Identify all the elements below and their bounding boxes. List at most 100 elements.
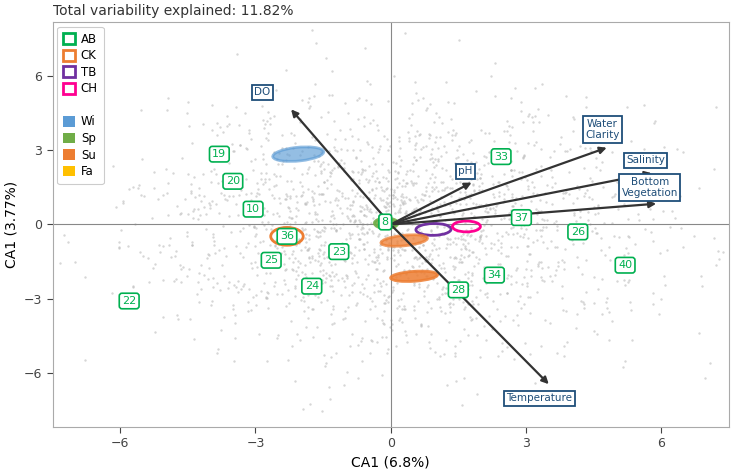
Point	[427, 198, 439, 205]
Point	[437, 229, 449, 237]
Point	[324, 168, 336, 176]
Point	[507, 193, 518, 201]
Point	[276, 291, 288, 298]
Point	[328, 164, 340, 172]
Point	[562, 222, 574, 229]
Point	[271, 225, 283, 233]
Point	[439, 201, 451, 209]
Point	[259, 169, 271, 176]
Point	[389, 175, 401, 182]
Point	[401, 258, 413, 265]
Point	[380, 185, 391, 193]
Point	[181, 272, 193, 280]
Point	[357, 193, 369, 201]
Point	[248, 258, 260, 265]
Point	[432, 295, 444, 302]
Point	[113, 244, 125, 252]
Point	[62, 238, 74, 246]
Point	[437, 220, 449, 228]
Point	[416, 195, 427, 202]
Point	[459, 303, 471, 311]
Point	[251, 263, 263, 271]
Point	[294, 178, 306, 185]
Point	[455, 258, 467, 266]
Point	[432, 144, 444, 152]
Point	[513, 168, 525, 175]
Point	[382, 255, 394, 263]
Point	[455, 283, 467, 291]
Point	[194, 269, 205, 277]
Point	[182, 210, 194, 218]
Point	[501, 185, 513, 193]
Point	[488, 193, 500, 201]
Point	[571, 254, 583, 261]
Point	[507, 202, 519, 210]
Point	[358, 240, 370, 247]
Point	[538, 277, 550, 285]
Point	[571, 194, 583, 202]
Text: Total variability explained: 11.82%: Total variability explained: 11.82%	[53, 4, 293, 18]
Point	[356, 168, 368, 175]
Point	[364, 119, 376, 127]
Point	[292, 257, 304, 264]
Point	[363, 194, 375, 201]
Point	[557, 306, 569, 313]
Point	[262, 249, 273, 257]
Point	[326, 320, 338, 328]
Point	[518, 152, 530, 159]
Point	[528, 183, 540, 191]
Point	[429, 138, 441, 146]
Point	[397, 176, 409, 184]
Point	[545, 237, 557, 245]
Point	[594, 166, 606, 174]
Point	[366, 227, 377, 234]
Point	[470, 236, 482, 243]
Point	[259, 120, 270, 128]
Point	[210, 249, 221, 256]
Point	[409, 78, 421, 86]
Point	[476, 227, 488, 234]
Point	[557, 194, 569, 201]
Point	[344, 216, 356, 224]
Point	[401, 167, 413, 174]
Point	[531, 219, 543, 227]
Point	[578, 301, 589, 308]
Point	[490, 264, 502, 272]
Point	[505, 166, 517, 174]
Point	[430, 161, 442, 169]
Point	[295, 246, 307, 254]
Point	[449, 254, 460, 261]
Point	[296, 97, 308, 104]
Point	[251, 271, 262, 278]
Point	[478, 162, 490, 169]
Point	[361, 175, 372, 182]
Point	[511, 194, 523, 201]
Point	[250, 232, 262, 239]
Point	[501, 343, 512, 350]
Point	[536, 264, 548, 272]
Point	[301, 246, 313, 254]
Point	[136, 191, 147, 199]
Point	[378, 187, 390, 194]
Point	[258, 280, 270, 287]
Point	[356, 170, 367, 178]
Point	[553, 262, 564, 270]
Point	[639, 225, 651, 233]
Point	[286, 214, 298, 222]
Point	[534, 197, 545, 204]
Point	[465, 175, 476, 183]
Point	[345, 342, 356, 350]
Point	[117, 198, 129, 205]
Point	[394, 251, 406, 259]
Point	[317, 271, 329, 278]
Point	[210, 119, 222, 127]
Point	[441, 241, 453, 248]
Point	[371, 167, 383, 174]
Point	[511, 243, 523, 251]
Point	[473, 165, 485, 173]
Point	[252, 185, 264, 193]
Point	[447, 238, 459, 246]
Point	[383, 191, 395, 199]
Point	[299, 261, 311, 269]
Point	[412, 96, 424, 103]
